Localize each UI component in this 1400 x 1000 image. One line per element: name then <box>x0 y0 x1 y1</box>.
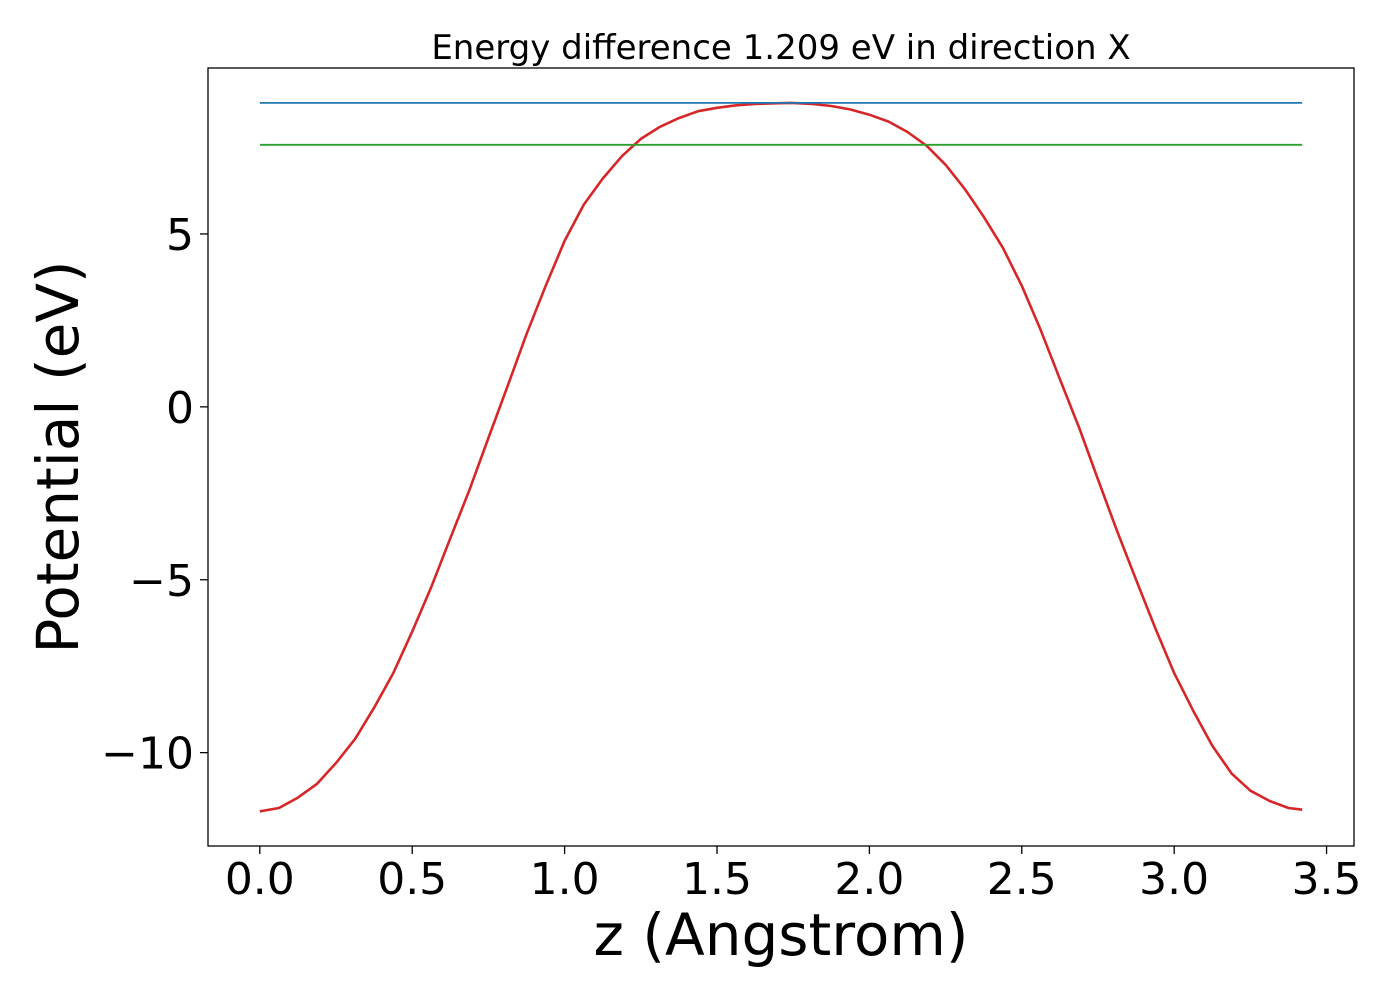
y-tick-label: 5 <box>166 210 194 261</box>
series-line-potential <box>259 101 1303 813</box>
y-axis-title: Potential (eV) <box>24 260 92 653</box>
x-tick-label: 2.0 <box>834 854 904 905</box>
x-tick-label: 3.5 <box>1292 854 1362 905</box>
y-axis-ticks: 5 0 −5 −10 <box>101 210 208 780</box>
x-tick-label: 1.0 <box>530 854 600 905</box>
plot-frame <box>207 67 1355 847</box>
x-tick-label: 0.0 <box>225 854 295 905</box>
x-axis-title: z (Angstrom) <box>594 901 969 969</box>
x-axis-ticks: 0.0 0.5 1.0 1.5 2.0 2.5 3.0 3.5 <box>225 846 1362 905</box>
x-tick-label: 0.5 <box>377 854 447 905</box>
series-layer <box>259 101 1303 813</box>
y-tick-label: −10 <box>101 729 194 780</box>
x-tick-label: 1.5 <box>682 854 752 905</box>
x-tick-label: 2.5 <box>987 854 1057 905</box>
y-tick-label: −5 <box>129 556 194 607</box>
chart-title: Energy difference 1.209 eV in direction … <box>431 28 1130 68</box>
x-tick-label: 3.0 <box>1139 854 1209 905</box>
y-tick-label: 0 <box>166 383 194 434</box>
